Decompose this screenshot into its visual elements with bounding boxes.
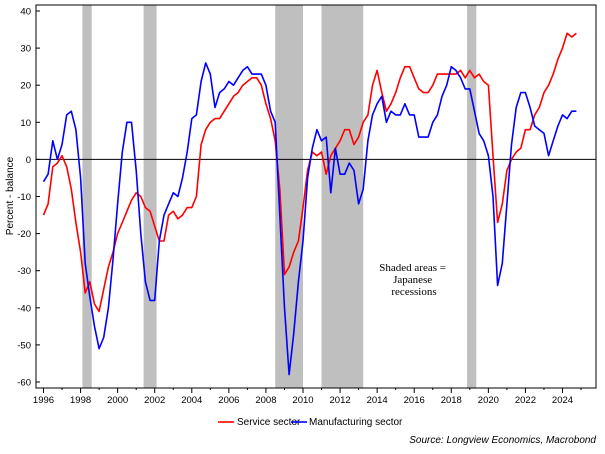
x-tick-label: 2004 xyxy=(181,395,202,406)
x-tick-label: 2024 xyxy=(552,395,573,406)
y-tick-label: -20 xyxy=(17,229,31,240)
y-tick-label: 40 xyxy=(20,7,31,18)
x-tick-label: 2014 xyxy=(367,395,388,406)
x-axis: 1996 1998 2000 2002 2004 2006 2008 2010 2012 2014… xyxy=(33,388,582,406)
y-tick-label: -10 xyxy=(17,192,31,203)
recession-bands xyxy=(82,5,477,388)
legend-label-manufacturing: Manufacturing sector xyxy=(309,417,403,428)
source-note: Source: Longview Economics, Macrobond xyxy=(409,435,596,446)
x-tick-label: 2008 xyxy=(255,395,276,406)
x-tick-label: 2020 xyxy=(478,395,499,406)
y-tick-label: -50 xyxy=(17,340,31,351)
y-axis-title: Percent - balance xyxy=(5,156,16,235)
x-tick-label: 2018 xyxy=(441,395,462,406)
annotation-line-2: Japanese xyxy=(393,274,432,286)
recession-annotation: Shaded areas = Japanese recessions xyxy=(379,262,448,298)
manufacturing-sector-line xyxy=(42,62,577,376)
recession-band-1 xyxy=(82,5,92,388)
x-tick-label: 2012 xyxy=(330,395,351,406)
x-tick-label: 2006 xyxy=(218,395,239,406)
y-tick-label: -30 xyxy=(17,266,31,277)
recession-band-4 xyxy=(321,5,364,388)
recession-band-5 xyxy=(467,5,477,388)
annotation-line-3: recessions xyxy=(391,286,436,298)
x-tick-label: 2010 xyxy=(292,395,313,406)
series-lines xyxy=(42,32,577,376)
y-tick-label: -60 xyxy=(17,378,31,389)
y-tick-label: -40 xyxy=(17,303,31,314)
x-tick-label: 2002 xyxy=(144,395,165,406)
y-tick-label: 20 xyxy=(20,81,31,92)
x-tick-label: 2016 xyxy=(404,395,425,406)
y-tick-label: 0 xyxy=(26,155,31,166)
recession-band-2 xyxy=(143,5,157,388)
x-tick-label: 1996 xyxy=(33,395,54,406)
x-tick-label: 2000 xyxy=(107,395,128,406)
y-tick-label: 10 xyxy=(20,118,31,129)
x-tick-label: 2022 xyxy=(515,395,536,406)
y-tick-label: 30 xyxy=(20,44,31,55)
legend-label-service: Service sector xyxy=(237,417,301,428)
y-axis: 40 30 20 10 0 -10 -20 -30 -40 -50 -60 xyxy=(17,7,40,389)
x-tick-label: 1998 xyxy=(70,395,91,406)
plot-area-frame xyxy=(35,4,597,389)
legend: Service sector Manufacturing sector xyxy=(218,417,403,428)
annotation-line-1: Shaded areas = xyxy=(379,262,446,274)
